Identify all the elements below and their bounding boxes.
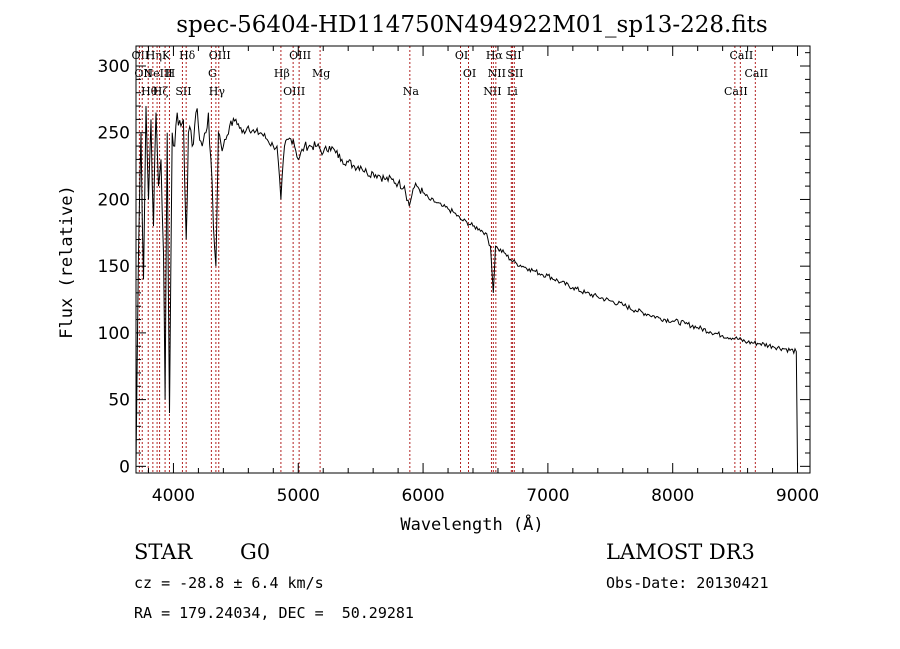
line-marker-label: G — [208, 67, 217, 80]
x-tick-label: 7000 — [526, 486, 569, 506]
line-marker-label: H — [166, 67, 176, 80]
plot-frame — [135, 45, 811, 474]
line-marker-label: Hβ — [274, 67, 290, 80]
chart-title: spec-56404-HD114750N494922M01_sp13-228.f… — [176, 12, 767, 38]
object-subclass: G0 — [240, 540, 271, 564]
line-marker-label: CaII — [724, 85, 748, 98]
line-marker-label: NII — [483, 85, 501, 98]
y-tick-label: 150 — [98, 257, 130, 277]
line-marker-label: Hδ — [179, 49, 196, 62]
y-tick-label: 100 — [98, 324, 130, 344]
x-tick-label: 8000 — [651, 486, 694, 506]
y-tick-label: 50 — [108, 391, 130, 411]
line-marker-label: OIII — [283, 85, 305, 98]
spectrum-series — [135, 105, 798, 467]
line-marker-label: Hα — [486, 49, 504, 62]
y-tick-label: 250 — [98, 124, 130, 144]
line-marker-label: OIII — [289, 49, 311, 62]
line-marker-label: OIII — [209, 49, 231, 62]
y-tick-label: 200 — [98, 190, 130, 210]
x-tick-label: 4000 — [152, 486, 195, 506]
coords-text: RA = 179.24034, DEC = 50.29281 — [134, 604, 414, 622]
object-class: STAR — [134, 540, 193, 564]
line-marker-label: Na — [403, 85, 420, 98]
line-marker-label: OII — [134, 67, 152, 80]
x-axis-label: Wavelength (Å) — [400, 513, 543, 535]
tick-labels: 4000 5000 6000 7000 8000 9000 0 50 100 150 200 250 3… — [98, 57, 820, 506]
x-tick-label: 9000 — [776, 486, 819, 506]
line-marker-label: Mg — [312, 67, 330, 80]
line-marker-label: SII — [175, 85, 191, 98]
spectrum-line — [135, 105, 798, 467]
line-marker-label: K — [162, 49, 171, 62]
survey-name: LAMOST DR3 — [606, 540, 755, 564]
line-markers: OIIOIIHθHηNeIIIHζKHSIIHδGHγOIIIHβOIIIOII… — [132, 46, 768, 473]
line-marker-label: Hθ — [141, 85, 158, 98]
y-tick-label: 0 — [119, 457, 130, 477]
y-axis-label: Flux (relative) — [57, 185, 77, 339]
line-marker-label: NII — [488, 67, 506, 80]
x-tick-label: 5000 — [277, 486, 320, 506]
y-tick-label: 300 — [98, 57, 130, 77]
redshift-text: cz = -28.8 ± 6.4 km/s — [134, 574, 324, 592]
line-marker-label: OI — [463, 67, 476, 80]
x-tick-label: 6000 — [401, 486, 444, 506]
line-marker-label: SII — [505, 49, 521, 62]
line-marker-label: SII — [507, 67, 523, 80]
plot-axes — [135, 45, 811, 474]
line-marker-label: OI — [455, 49, 468, 62]
obs-date-text: Obs-Date: 20130421 — [606, 574, 769, 592]
line-marker-label: Hγ — [209, 85, 226, 98]
line-marker-label: Hη — [146, 49, 162, 62]
line-marker-label: CaII — [744, 67, 768, 80]
line-marker-label: CaII — [730, 49, 754, 62]
line-marker-label: Hζ — [153, 85, 169, 98]
